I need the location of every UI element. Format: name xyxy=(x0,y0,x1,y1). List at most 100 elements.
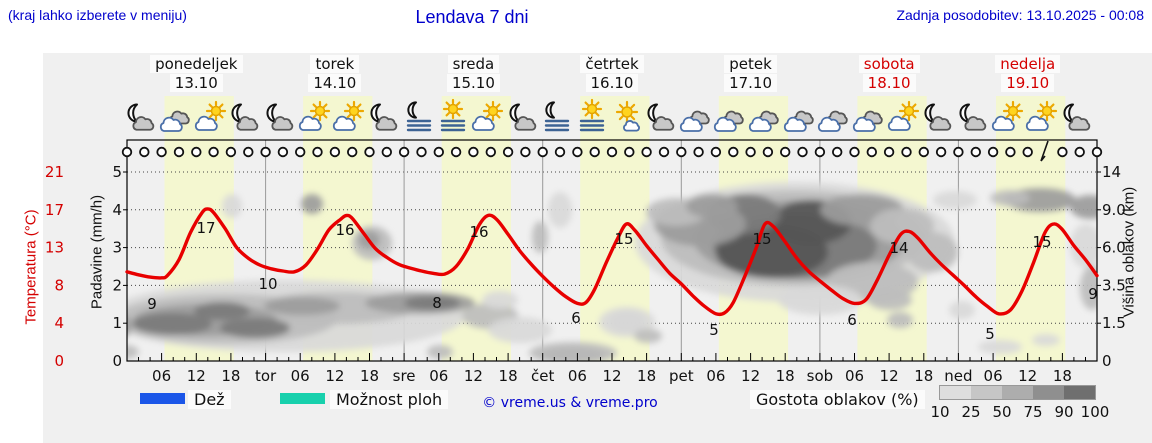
day-header-torek: torek 14.10 xyxy=(265,55,405,93)
calm-wind-icon xyxy=(728,146,739,158)
svg-text:18: 18 xyxy=(1053,367,1072,385)
calm-wind-icon xyxy=(485,146,497,158)
day-header-sreda: sreda 15.10 xyxy=(403,55,543,93)
svg-text:17: 17 xyxy=(45,201,64,219)
moon-cloud-icon xyxy=(956,97,990,141)
svg-text:9: 9 xyxy=(1088,285,1098,303)
svg-text:1: 1 xyxy=(112,314,122,332)
page-title: Lendava 7 dni xyxy=(415,7,529,27)
svg-text:06: 06 xyxy=(568,367,587,385)
day-name: ponedeljek xyxy=(150,55,243,73)
svg-text:tor: tor xyxy=(255,367,277,385)
svg-text:8: 8 xyxy=(432,294,442,312)
moon-cloud-icon xyxy=(124,97,158,141)
calm-wind-icon xyxy=(139,146,150,158)
svg-text:14: 14 xyxy=(889,239,908,257)
svg-text:15: 15 xyxy=(752,230,771,248)
sun-cloud-icon xyxy=(194,97,228,141)
day-header-nedelja: nedelja 19.10 xyxy=(958,55,1098,93)
svg-text:06: 06 xyxy=(152,367,171,385)
calm-wind-icon xyxy=(987,146,999,158)
clouds-icon xyxy=(817,97,851,141)
calm-wind-icon xyxy=(1005,146,1016,158)
svg-text:9: 9 xyxy=(147,295,157,313)
clouds-icon xyxy=(852,97,886,141)
svg-text:16: 16 xyxy=(335,221,354,239)
calm-wind-icon xyxy=(797,146,808,158)
svg-text:12: 12 xyxy=(187,367,206,385)
sun-cloud-icon xyxy=(332,97,366,141)
day-date: 18.10 xyxy=(862,74,916,92)
svg-text:1.5: 1.5 xyxy=(1102,314,1126,332)
day-header-petek: petek 17.10 xyxy=(681,55,821,93)
svg-text:15: 15 xyxy=(614,230,633,248)
svg-text:17: 17 xyxy=(196,219,215,237)
fog-sun-icon xyxy=(436,97,470,141)
svg-text:13: 13 xyxy=(45,239,64,257)
calm-wind-icon xyxy=(260,146,271,158)
moon-cloud-icon xyxy=(1060,97,1094,141)
calm-wind-icon xyxy=(1091,146,1103,158)
calm-wind-icon xyxy=(502,146,514,158)
calm-wind-icon xyxy=(953,146,964,158)
day-date: 14.10 xyxy=(308,74,362,92)
calm-wind-icon xyxy=(156,146,167,158)
calm-wind-icon xyxy=(191,146,202,158)
calm-wind-icon xyxy=(658,146,670,158)
calm-wind-icon xyxy=(589,146,600,158)
calm-wind-icon xyxy=(1022,146,1033,158)
svg-text:pet: pet xyxy=(669,367,694,385)
svg-text:6: 6 xyxy=(571,309,581,327)
moon-cloud-icon xyxy=(921,97,955,141)
wind-symbols-row xyxy=(121,140,1103,162)
moon-cloud-icon xyxy=(644,97,678,141)
svg-text:18: 18 xyxy=(499,367,518,385)
svg-text:06: 06 xyxy=(706,367,725,385)
calm-wind-icon xyxy=(277,146,289,158)
svg-text:14: 14 xyxy=(1102,163,1121,181)
svg-text:5: 5 xyxy=(985,325,995,343)
svg-text:12: 12 xyxy=(602,367,621,385)
svg-text:18: 18 xyxy=(637,367,656,385)
svg-text:0: 0 xyxy=(112,352,122,370)
day-name: petek xyxy=(724,55,777,73)
calm-wind-icon xyxy=(398,146,410,158)
sun-cloud-icon xyxy=(471,97,505,141)
sun-cloud-icon xyxy=(1025,97,1059,141)
calm-wind-icon xyxy=(918,146,930,158)
svg-text:18: 18 xyxy=(360,367,379,385)
x-axis-ticks xyxy=(123,171,1101,361)
day-header-četrtek: četrtek 16.10 xyxy=(542,55,682,93)
clouds-icon xyxy=(159,97,193,141)
svg-text:3: 3 xyxy=(112,239,122,257)
calm-wind-icon xyxy=(416,146,427,158)
svg-text:ned: ned xyxy=(944,367,972,385)
calm-wind-icon xyxy=(243,146,254,158)
wind-barb-icon xyxy=(1040,140,1049,162)
clouds-icon xyxy=(713,97,747,141)
calm-wind-icon xyxy=(676,146,687,158)
fog-sun-icon xyxy=(575,97,609,141)
day-name: sobota xyxy=(858,55,920,73)
temperature-axis-title: Temperatura (°C) xyxy=(22,209,40,325)
day-header-sobota: sobota 18.10 xyxy=(819,55,959,93)
moon-cloud-icon xyxy=(367,97,401,141)
calm-wind-icon xyxy=(537,146,548,158)
clouds-icon xyxy=(679,97,713,141)
svg-text:sob: sob xyxy=(807,367,834,385)
svg-text:12: 12 xyxy=(1018,367,1037,385)
day-date: 16.10 xyxy=(585,74,639,92)
calm-wind-icon xyxy=(121,146,133,158)
fog-moon-icon xyxy=(540,97,574,141)
calm-wind-icon xyxy=(832,146,843,158)
cloud-density-blobs xyxy=(127,182,1097,361)
svg-text:15: 15 xyxy=(1032,233,1051,251)
sun-cloud-icon xyxy=(887,97,921,141)
calm-wind-icon xyxy=(364,146,375,158)
calm-wind-icon xyxy=(173,146,185,158)
calm-wind-icon xyxy=(295,146,306,158)
